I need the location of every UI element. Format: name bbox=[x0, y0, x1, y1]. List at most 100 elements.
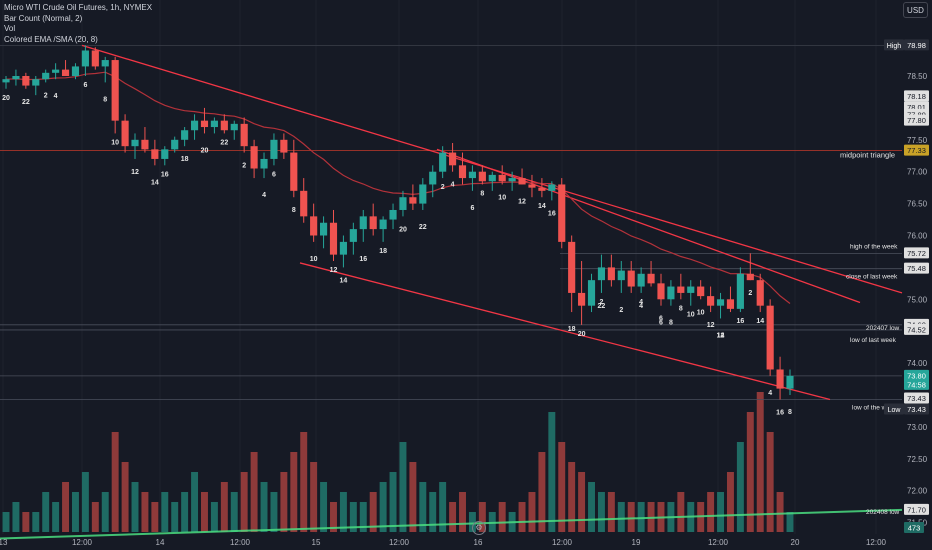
candle-body bbox=[647, 273, 655, 284]
candle bbox=[429, 165, 437, 198]
candle-body bbox=[498, 174, 506, 182]
y-tick-label: 77.00 bbox=[907, 168, 928, 177]
volume-bar bbox=[707, 492, 715, 532]
bar-count-label: 12 bbox=[131, 169, 139, 176]
price-tag-value: 74.52 bbox=[907, 325, 926, 334]
price-tag-bg bbox=[904, 114, 929, 126]
currency-button[interactable]: USD bbox=[903, 2, 928, 18]
candle-body bbox=[587, 280, 596, 306]
volume-bar bbox=[399, 442, 407, 532]
bar-count-label: 22 bbox=[419, 224, 427, 231]
price-tag-value: 71.70 bbox=[907, 505, 926, 514]
volume-bar bbox=[191, 472, 199, 532]
candle bbox=[379, 216, 387, 242]
candle-body bbox=[488, 174, 496, 182]
candles-layer bbox=[2, 45, 794, 400]
settings-icon[interactable]: ⚙ bbox=[472, 521, 486, 535]
candle-body bbox=[468, 171, 477, 179]
candle bbox=[329, 209, 338, 262]
volume-bar bbox=[756, 392, 764, 532]
volume-bar bbox=[290, 452, 298, 532]
candle-body bbox=[786, 375, 794, 389]
volume-bar bbox=[349, 502, 357, 532]
price-tag: 73.43 bbox=[904, 392, 929, 404]
volume-bar bbox=[389, 472, 397, 532]
volume-bar bbox=[250, 452, 258, 532]
price-tag-value: 77.33 bbox=[907, 146, 926, 155]
legend-ema[interactable]: Colored EMA /SMA (20, 8) bbox=[4, 34, 98, 44]
volume-bar bbox=[369, 492, 377, 532]
candle-body bbox=[677, 286, 685, 293]
candle-body bbox=[627, 270, 635, 287]
candle bbox=[319, 216, 328, 249]
legend-title[interactable]: Micro WTI Crude Oil Futures, 1h, NYMEX bbox=[4, 3, 153, 12]
bar-count-label: 16 bbox=[359, 256, 367, 263]
volume-bar bbox=[42, 492, 50, 532]
candle bbox=[339, 235, 347, 268]
volume-tag-value: 473 bbox=[908, 524, 921, 533]
candle-body bbox=[657, 283, 665, 300]
bar-count-label: 20 bbox=[2, 95, 10, 102]
bar-count-label: 4 bbox=[639, 299, 643, 306]
volume-layer bbox=[2, 392, 794, 532]
bar-count-label: 2 bbox=[44, 92, 48, 99]
candle-body bbox=[746, 273, 754, 281]
volume-bar bbox=[71, 492, 79, 532]
legend-volume[interactable]: Vol bbox=[4, 24, 16, 33]
candle bbox=[657, 273, 665, 306]
candle-body bbox=[171, 139, 179, 150]
candle-body bbox=[429, 171, 437, 185]
bar-count-label: 18 bbox=[181, 156, 189, 163]
candle bbox=[419, 178, 427, 210]
candle bbox=[141, 127, 149, 153]
price-tag-bg bbox=[904, 392, 929, 404]
candle bbox=[121, 114, 129, 153]
bar-count-label: 14 bbox=[151, 179, 159, 186]
bar-count-label: 4 bbox=[639, 303, 643, 310]
trendline bbox=[436, 148, 861, 304]
candle-body bbox=[81, 50, 89, 67]
candle bbox=[568, 235, 576, 313]
horizontal-lines-layer bbox=[0, 44, 903, 540]
trendlines-layer bbox=[5, 44, 903, 401]
candle bbox=[260, 152, 268, 179]
volume-bar bbox=[597, 492, 605, 532]
chart-legend: Micro WTI Crude Oil Futures, 1h, NYMEX B… bbox=[4, 3, 152, 45]
candle bbox=[518, 168, 526, 185]
x-tick-label: 16 bbox=[474, 538, 483, 547]
price-tag-bg bbox=[904, 144, 929, 156]
candle-body bbox=[12, 76, 20, 80]
price-tag: 77.33 bbox=[904, 144, 929, 156]
price-tag-label-bg bbox=[884, 403, 904, 415]
price-tag-bg bbox=[904, 403, 929, 415]
candle bbox=[498, 165, 506, 185]
candle-body bbox=[538, 187, 546, 191]
volume-bar bbox=[52, 502, 60, 532]
legend-bar-count[interactable]: Bar Count (Normal, 2) bbox=[4, 13, 83, 23]
price-tag: 73.43 bbox=[904, 403, 929, 415]
candle bbox=[32, 76, 40, 96]
candle bbox=[369, 203, 377, 236]
volume-bar bbox=[766, 432, 774, 532]
bar-count-label: 10 bbox=[697, 309, 705, 316]
price-tag-bg bbox=[904, 369, 929, 381]
candle-body bbox=[240, 123, 248, 147]
volume-bar bbox=[91, 502, 99, 532]
volume-bar bbox=[409, 462, 417, 532]
candle bbox=[458, 152, 467, 185]
volume-bar bbox=[22, 512, 30, 532]
candle bbox=[687, 280, 695, 306]
price-tag-value: 73.43 bbox=[907, 405, 926, 414]
candle-body bbox=[528, 184, 536, 188]
trendline bbox=[299, 262, 831, 401]
candle bbox=[91, 47, 99, 70]
price-tag-value: 75.48 bbox=[907, 264, 926, 273]
candle bbox=[587, 273, 596, 313]
candle-body bbox=[419, 184, 427, 204]
candle bbox=[538, 178, 546, 198]
candle-body bbox=[548, 184, 556, 191]
volume-bar bbox=[419, 482, 427, 532]
candle-body bbox=[290, 152, 298, 191]
